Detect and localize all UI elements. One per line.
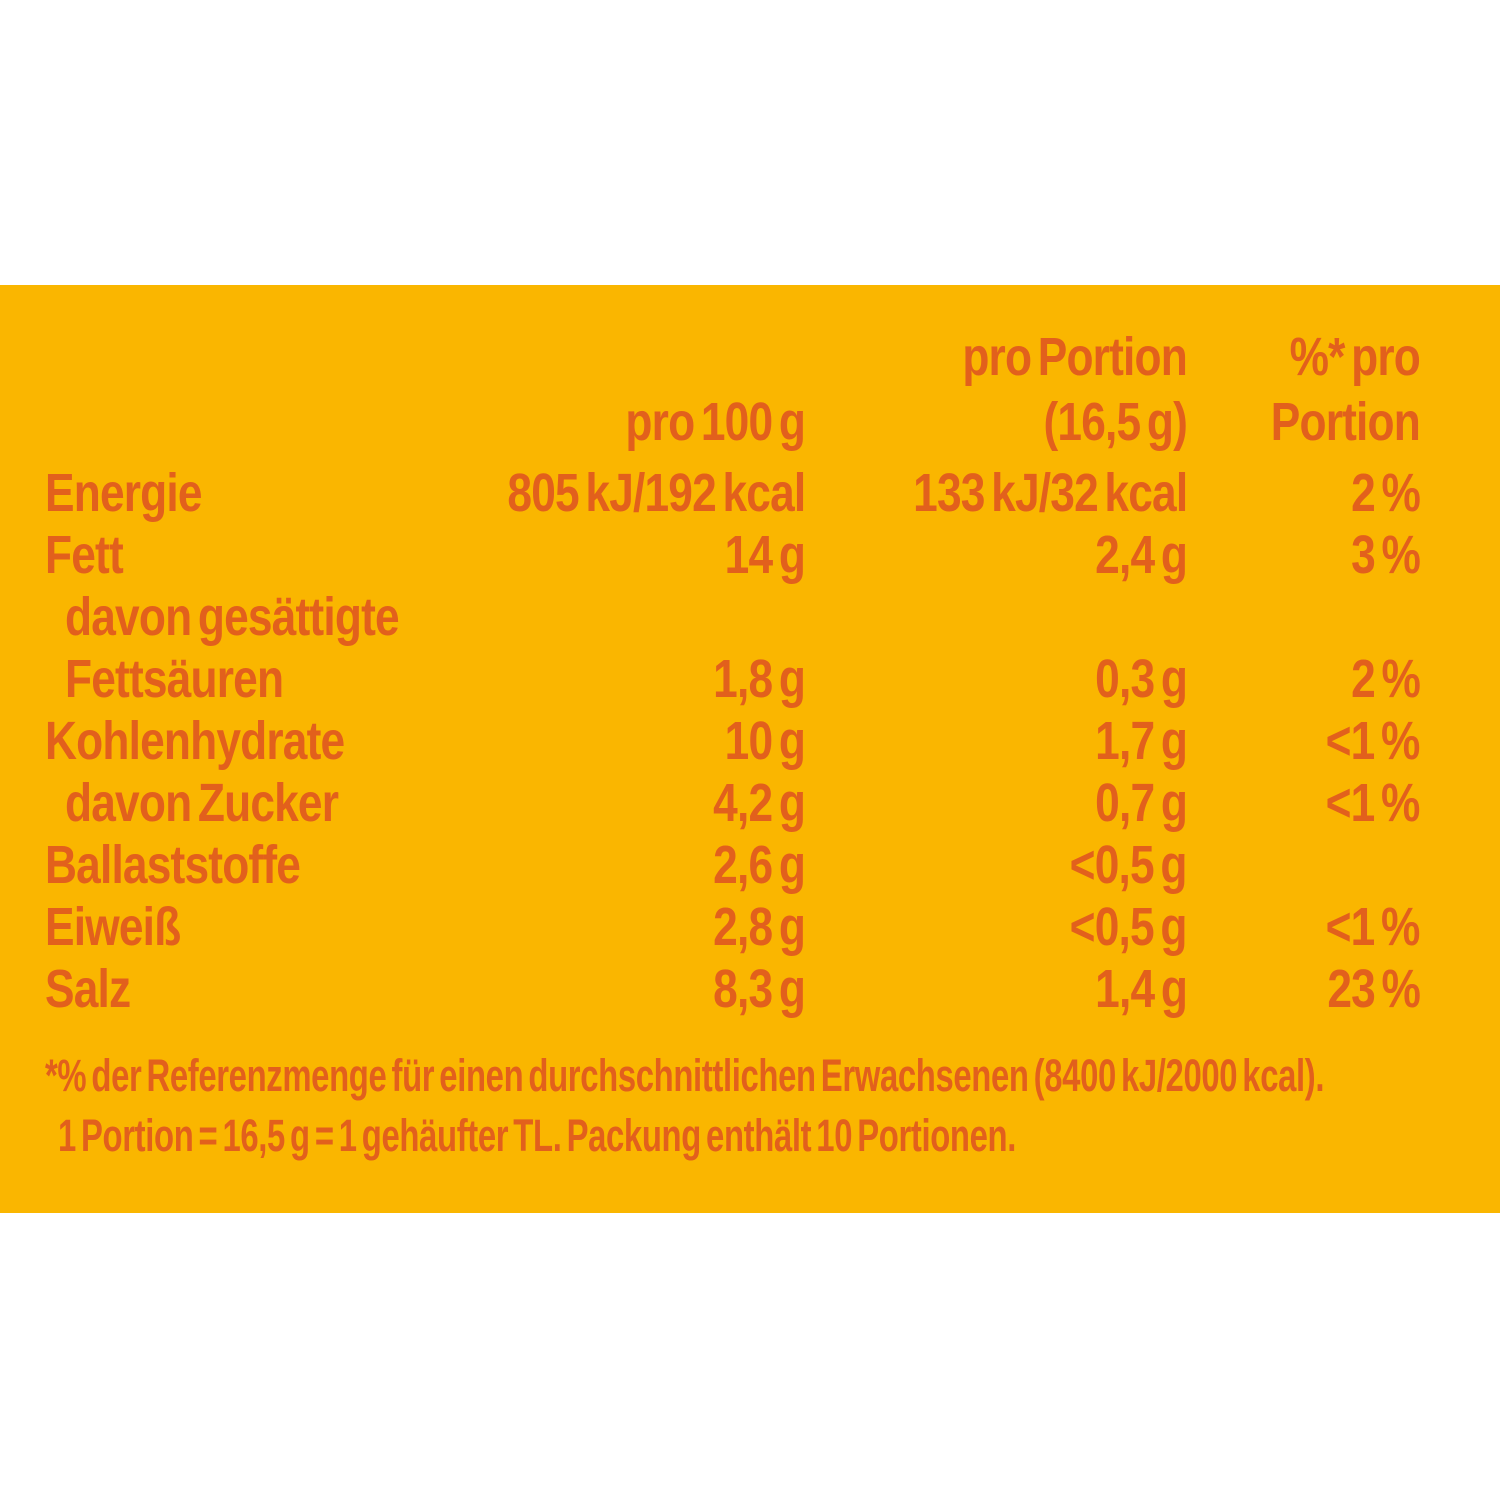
header-spacer bbox=[45, 390, 435, 455]
per-100g-value: 2,8 g bbox=[713, 897, 806, 957]
header-percent-per-portion: %* pro bbox=[1289, 327, 1421, 387]
percent-value bbox=[1187, 834, 1420, 896]
nutrient-label: davon gesättigte bbox=[65, 587, 400, 647]
per-portion-value: 0,3 g bbox=[1095, 649, 1188, 709]
percent-value: 3 % bbox=[1351, 525, 1421, 585]
per-portion-value: 2,4 g bbox=[1095, 525, 1188, 585]
per-portion-value: <0,5 g bbox=[1070, 835, 1188, 895]
per-portion-value: 1,4 g bbox=[1095, 959, 1188, 1019]
percent-value bbox=[1187, 586, 1420, 648]
per-portion-value: 133 kJ/32 kcal bbox=[912, 463, 1188, 523]
percent-value: <1 % bbox=[1326, 773, 1421, 833]
nutrition-table-body: Energie 805 kJ/192 kcal 133 kJ/32 kcal 2… bbox=[0, 462, 1500, 1020]
per-portion-value: 1,7 g bbox=[1095, 711, 1188, 771]
footnote-line: 1 Portion = 16,5 g = 1 gehäufter TL. Pac… bbox=[58, 1110, 1016, 1161]
per-100g-value: 10 g bbox=[724, 711, 806, 771]
percent-value: 2 % bbox=[1351, 463, 1421, 523]
per-100g-value bbox=[435, 586, 805, 648]
percent-value: <1 % bbox=[1326, 897, 1421, 957]
percent-value: <1 % bbox=[1326, 711, 1421, 771]
nutrient-label: davon Zucker bbox=[65, 773, 339, 833]
nutrient-label: Eiweiß bbox=[45, 897, 181, 957]
header-percent-per-portion-line2: Portion bbox=[1270, 392, 1421, 452]
nutrient-label: Energie bbox=[45, 463, 203, 523]
percent-value: 2 % bbox=[1351, 649, 1421, 709]
header-per-100g: pro 100 g bbox=[625, 392, 805, 452]
per-100g-value: 4,2 g bbox=[713, 773, 806, 833]
header-per-portion: pro Portion bbox=[962, 327, 1187, 387]
per-100g-value: 14 g bbox=[724, 525, 806, 585]
per-100g-value: 1,8 g bbox=[713, 649, 806, 709]
nutrition-table-header: pro Portion %* pro pro 100 g (16,5 g) Po… bbox=[0, 285, 1500, 455]
nutrition-panel: pro Portion %* pro pro 100 g (16,5 g) Po… bbox=[0, 285, 1500, 1213]
nutrient-label: Salz bbox=[45, 959, 131, 1019]
per-100g-value: 8,3 g bbox=[713, 959, 806, 1019]
nutrient-label: Fett bbox=[45, 525, 124, 585]
nutrient-label: Ballaststoffe bbox=[45, 835, 301, 895]
header-spacer bbox=[435, 325, 805, 390]
header-spacer bbox=[45, 325, 435, 390]
nutrient-label: Kohlenhydrate bbox=[45, 711, 345, 771]
header-portion-size: (16,5 g) bbox=[1043, 392, 1187, 452]
per-portion-value: <0,5 g bbox=[1070, 897, 1188, 957]
footnotes: *% der Referenzmenge für einen durchschn… bbox=[0, 1046, 1500, 1166]
footnote-line: *% der Referenzmenge für einen durchschn… bbox=[45, 1050, 1325, 1101]
per-100g-value: 805 kJ/192 kcal bbox=[507, 463, 806, 523]
percent-value: 23 % bbox=[1327, 959, 1421, 1019]
nutrient-label: Fettsäuren bbox=[65, 649, 284, 709]
per-portion-value bbox=[805, 586, 1187, 648]
per-portion-value: 0,7 g bbox=[1095, 773, 1188, 833]
per-100g-value: 2,6 g bbox=[713, 835, 806, 895]
